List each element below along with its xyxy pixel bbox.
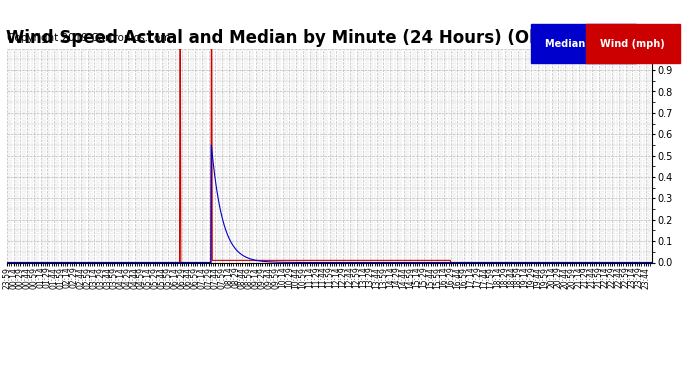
Text: Median (mph): Median (mph) (545, 39, 622, 49)
Title: Wind Speed Actual and Median by Minute (24 Hours) (Old) 20191028: Wind Speed Actual and Median by Minute (… (6, 29, 653, 47)
Text: Copyright 2019 Cartronics.com: Copyright 2019 Cartronics.com (7, 33, 170, 43)
Text: Wind (mph): Wind (mph) (600, 39, 665, 49)
